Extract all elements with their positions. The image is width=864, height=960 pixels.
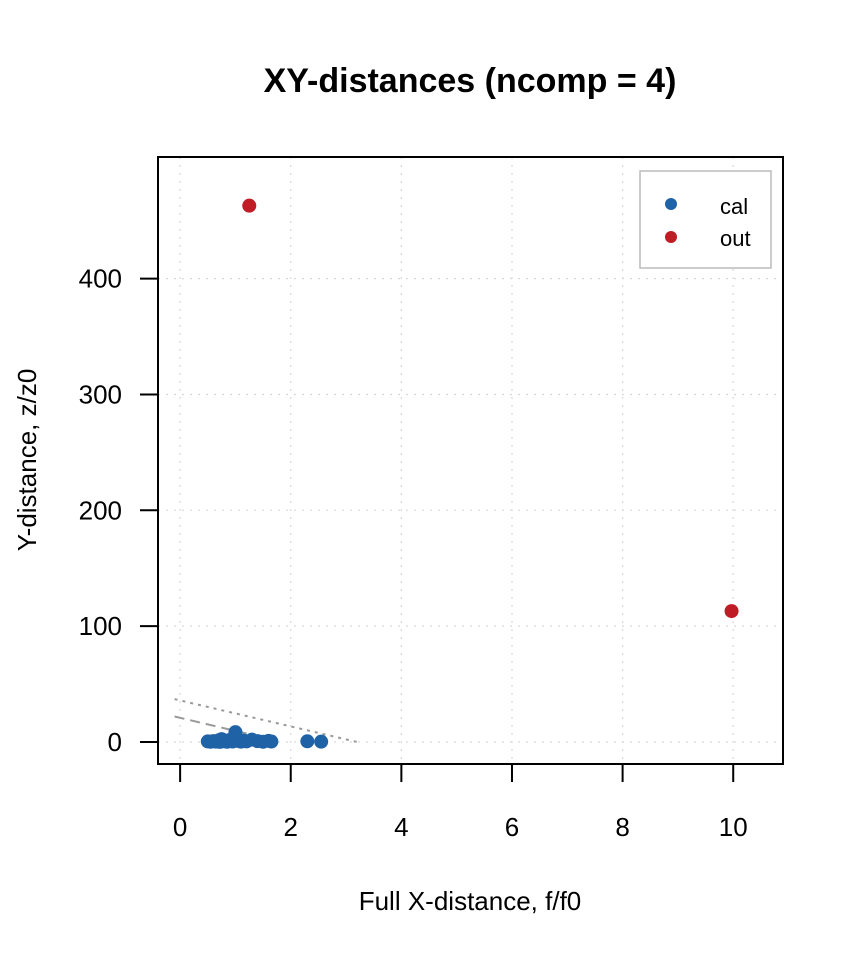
y-tick-label-3: 300 (79, 379, 122, 409)
limit-lines (174, 698, 358, 743)
point-cal-20 (264, 734, 279, 749)
y-tick-label-4: 400 (79, 264, 122, 294)
data-points (200, 198, 739, 749)
x-tick-label-5: 10 (719, 812, 748, 842)
x-tick-label-1: 2 (284, 812, 298, 842)
x-tick-label-0: 0 (173, 812, 187, 842)
limit-line-dashed (174, 715, 283, 743)
x-axis-label: Full X-distance, f/f0 (359, 886, 582, 916)
y-axis: 0 100 200 300 400 (79, 264, 159, 757)
y-tick-label-0: 0 (108, 727, 122, 757)
y-axis-label: Y-distance, z/z0 (12, 369, 42, 552)
point-out-1 (724, 604, 739, 619)
point-cal-21 (300, 734, 315, 749)
legend-marker-out (665, 231, 677, 243)
legend-label-out: out (720, 226, 751, 251)
legend: cal out (639, 170, 772, 269)
point-out-0 (242, 198, 257, 213)
legend-label-cal: cal (720, 194, 748, 219)
x-tick-label-4: 8 (615, 812, 629, 842)
y-tick-label-2: 200 (79, 495, 122, 525)
legend-box (639, 170, 772, 269)
y-tick-label-1: 100 (79, 611, 122, 641)
legend-marker-cal (665, 198, 677, 210)
chart-title: XY-distances (ncomp = 4) (264, 62, 677, 100)
x-tick-label-3: 6 (505, 812, 519, 842)
x-tick-label-2: 4 (394, 812, 408, 842)
point-cal-22 (314, 734, 329, 749)
x-axis: 0 2 4 6 8 10 (173, 763, 748, 842)
